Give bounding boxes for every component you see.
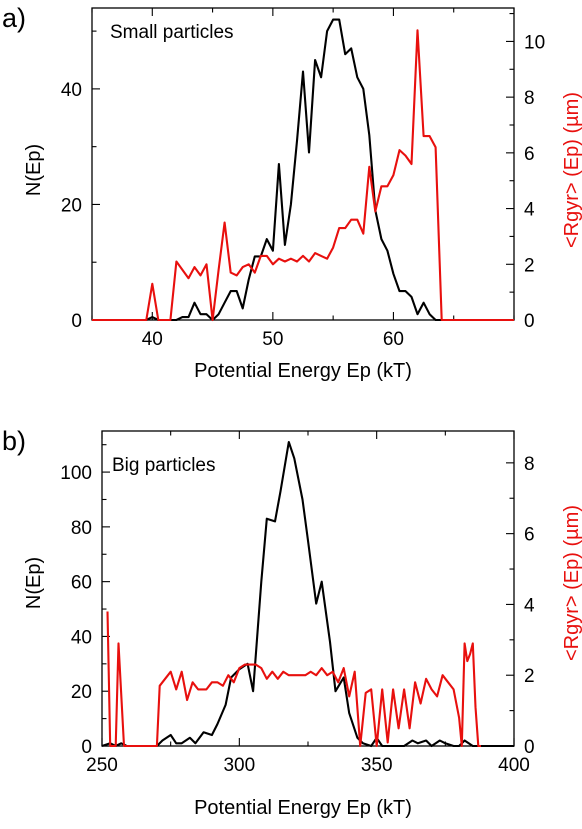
panel-b-rgyr-line	[106, 611, 481, 748]
panel-a-axes: 40 50 60 0 20 40 0 2 4 6 8 10	[61, 7, 545, 350]
panel-b-x-tick-label: 400	[498, 755, 530, 776]
panel-b-left-y-tick-label: 100	[60, 463, 92, 484]
panel-b: b) Big particles 250 300 350 40002040608010…	[2, 426, 582, 819]
panel-a-right-y-tick-label: 6	[524, 144, 535, 165]
panel-a-right-y-axis-label: <Rgyr> (Ep) (µm)	[561, 92, 582, 248]
panel-a-right-y-tick-label: 2	[524, 255, 535, 276]
panel-a-frame	[91, 7, 515, 321]
panel-b-n-ep-line	[101, 440, 514, 748]
panel-b-right-y-axis-label: <Rgyr> (Ep) (µm)	[561, 505, 582, 661]
panel-b-left-y-tick-label: 60	[71, 573, 92, 594]
panel-a-plot-area	[92, 18, 514, 322]
panel-b-right-y-tick-label: 6	[524, 525, 535, 546]
panel-b-left-y-tick-label: 80	[71, 518, 92, 539]
panel-a-annotation: Small particles	[110, 22, 234, 43]
panel-b-left-y-axis-label: N(Ep)	[23, 557, 45, 609]
panel-b-left-y-tick-label: 20	[71, 682, 92, 703]
panel-b-right-y-tick-label: 8	[524, 454, 535, 475]
panel-a-left-y-tick-label: 40	[61, 80, 82, 101]
panel-b-right-y-tick-label: 4	[524, 595, 535, 616]
panel-a-label: a)	[2, 3, 26, 33]
panel-b-left-y-tick-label: 40	[71, 627, 92, 648]
panel-a-left-y-axis-label: N(Ep)	[23, 144, 45, 196]
panel-a-left-y-tick-label: 20	[61, 195, 82, 216]
panel-a-n-ep-line	[92, 18, 514, 322]
panel-b-left-y-tick-label: 0	[81, 737, 92, 758]
panel-b-right-y-tick-label: 2	[524, 666, 535, 687]
panel-b-frame	[101, 430, 515, 747]
panel-b-x-tick-label: 350	[361, 755, 393, 776]
panel-b-x-axis-label: Potential Energy Ep (kT)	[194, 797, 412, 819]
panel-b-right-y-tick-label: 0	[524, 737, 535, 758]
panel-b-x-tick-label: 300	[223, 755, 255, 776]
panel-a-x-tick-label: 50	[262, 329, 283, 350]
panel-a: a) Small particles 40 50 60 0 20 40 0 2 4 6 8 10 Po…	[2, 3, 582, 382]
panel-a-right-y-tick-label: 10	[524, 32, 545, 53]
panel-b-annotation: Big particles	[112, 455, 216, 476]
panel-b-label: b)	[2, 426, 26, 456]
panel-a-x-tick-label: 60	[383, 329, 404, 350]
panel-a-rgyr-line	[92, 29, 514, 322]
panel-a-right-y-tick-label: 0	[524, 311, 535, 332]
panel-a-right-y-tick-label: 4	[524, 200, 535, 221]
panel-a-left-y-tick-label: 0	[71, 311, 82, 332]
panel-a-right-y-tick-label: 8	[524, 88, 535, 109]
panel-b-x-tick-label: 250	[86, 755, 118, 776]
panel-a-x-tick-label: 40	[142, 329, 163, 350]
panel-a-x-axis-label: Potential Energy Ep (kT)	[194, 360, 412, 382]
panel-b-plot-area	[101, 440, 514, 748]
